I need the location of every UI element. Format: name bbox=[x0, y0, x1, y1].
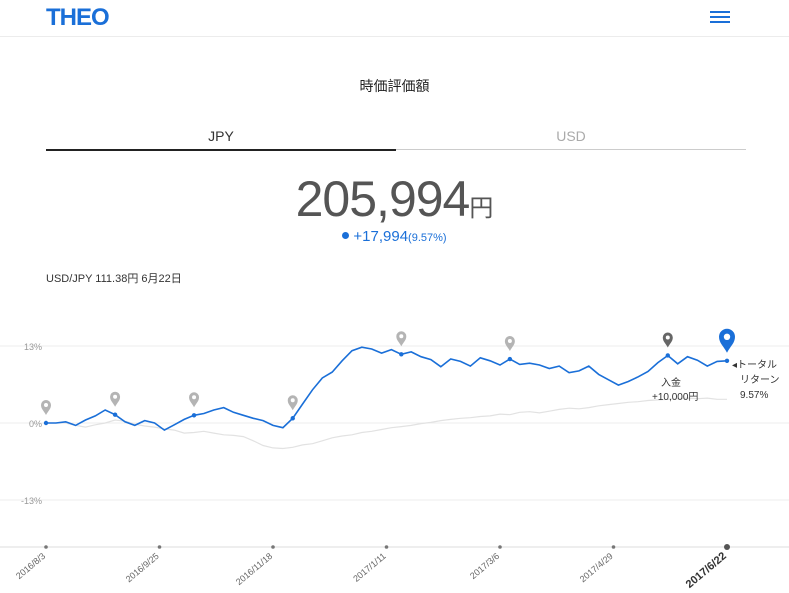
x-tick-dot bbox=[271, 545, 275, 549]
event-pin-icon[interactable] bbox=[110, 391, 121, 407]
fx-rate-note: USD/JPY 111.38円 6月22日 bbox=[46, 273, 182, 285]
total-return-label-1: ◂トータル bbox=[732, 359, 777, 371]
x-tick-dot bbox=[498, 545, 502, 549]
performance-chart: 13% 0% -13% 2016/8/3 2016/9/25 2016/11/18 201… bbox=[0, 328, 789, 591]
data-point bbox=[724, 358, 730, 364]
deposit-amount: +10,000円 bbox=[652, 392, 698, 403]
gain-pct: (9.57%) bbox=[408, 232, 447, 244]
valuation-amount: 205,994円 bbox=[0, 170, 789, 228]
event-pin-icon[interactable] bbox=[504, 336, 515, 352]
gain-dot-icon bbox=[342, 231, 350, 239]
event-pin-icon[interactable] bbox=[41, 400, 51, 415]
tab-jpy[interactable]: JPY bbox=[46, 128, 396, 151]
data-point bbox=[112, 412, 118, 417]
y-tick-label: 0% bbox=[29, 419, 42, 429]
tab-usd[interactable]: USD bbox=[396, 128, 746, 150]
x-tick-label: 2016/9/25 bbox=[124, 551, 161, 584]
data-point bbox=[399, 352, 404, 357]
x-tick-label: 2016/8/3 bbox=[14, 551, 47, 581]
hamburger-menu-icon[interactable] bbox=[708, 9, 732, 25]
x-tick-label: 2016/11/18 bbox=[234, 551, 274, 587]
gain-indicator: +17,994(9.57%) bbox=[0, 228, 789, 245]
data-point bbox=[191, 413, 197, 418]
x-tick-label: 2017/4/29 bbox=[578, 551, 615, 584]
gain-amount: +17,994 bbox=[353, 228, 409, 245]
amount-unit: 円 bbox=[469, 195, 494, 222]
y-tick-label: 13% bbox=[24, 342, 42, 352]
x-tick-label: 2017/3/6 bbox=[468, 551, 501, 581]
y-tick-label: -13% bbox=[21, 496, 42, 506]
data-point bbox=[665, 353, 670, 358]
x-tick-dot bbox=[724, 544, 730, 550]
event-pin-icon[interactable] bbox=[396, 331, 407, 347]
data-point bbox=[290, 416, 295, 421]
x-tick-dot bbox=[384, 545, 389, 549]
current-location-pin-icon[interactable] bbox=[719, 328, 735, 353]
top-bar: THEO bbox=[0, 0, 789, 37]
total-return-label-2: リターン bbox=[740, 374, 780, 386]
data-point bbox=[507, 356, 513, 362]
benchmark-series-line bbox=[46, 397, 727, 450]
event-pin-icon[interactable] bbox=[287, 395, 298, 411]
x-tick-label: 2017/6/22 bbox=[684, 550, 729, 591]
section-title: 時価評価額 bbox=[359, 78, 430, 94]
x-tick-label: 2017/1/11 bbox=[351, 551, 388, 584]
event-pin-icon[interactable] bbox=[662, 332, 673, 348]
currency-tabs: JPY USD bbox=[46, 128, 746, 151]
x-tick-dot bbox=[611, 545, 616, 549]
deposit-label: 入金 bbox=[661, 376, 681, 389]
data-point bbox=[43, 420, 49, 426]
x-tick-dot bbox=[44, 545, 48, 549]
amount-value: 205,994 bbox=[295, 171, 471, 227]
theo-logo[interactable]: THEO bbox=[46, 4, 110, 31]
event-pin-icon[interactable] bbox=[189, 392, 200, 408]
total-return-pct: 9.57% bbox=[740, 390, 768, 401]
portfolio-series-line bbox=[46, 346, 728, 432]
x-tick-dot bbox=[157, 545, 162, 549]
